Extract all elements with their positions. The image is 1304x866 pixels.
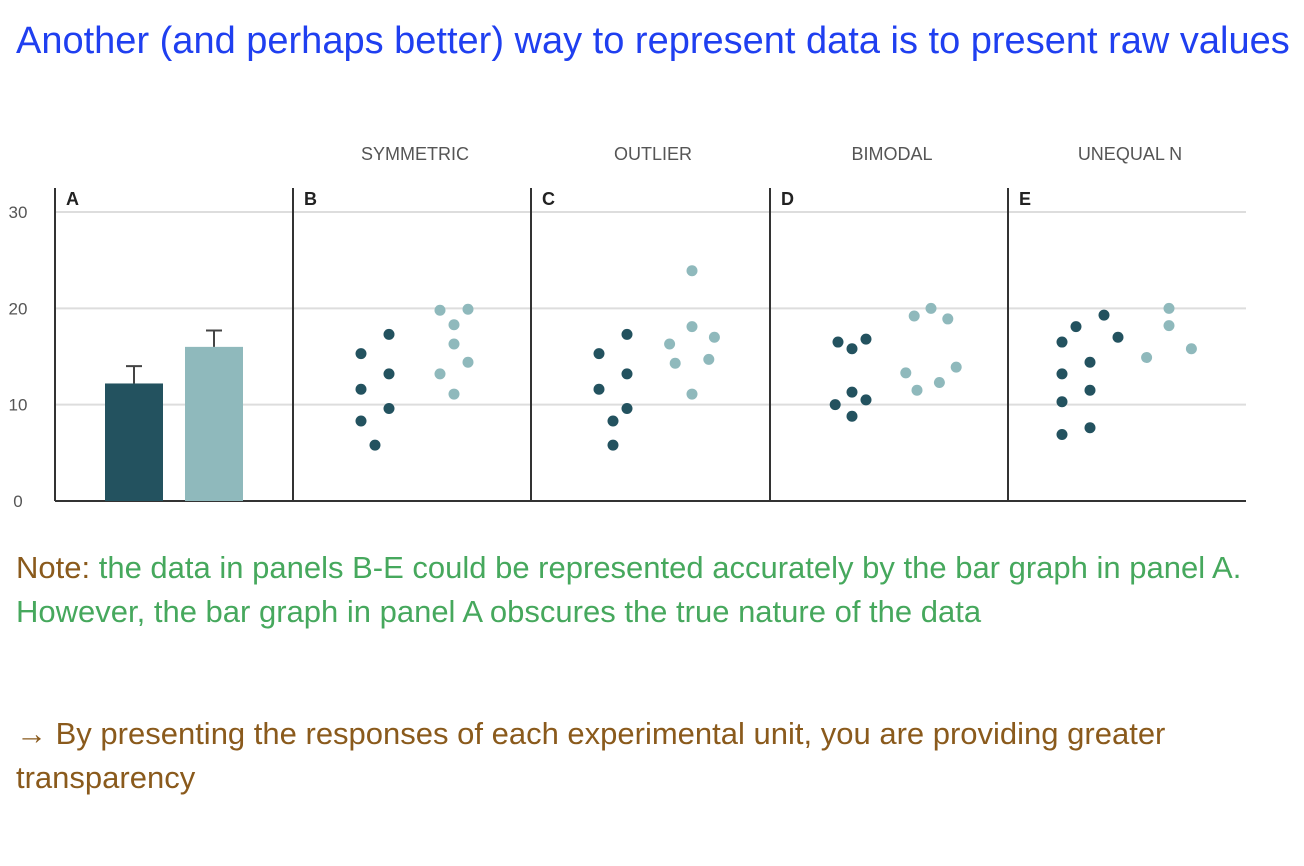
axes <box>54 188 1246 502</box>
data-point <box>942 313 954 325</box>
panel-header: OUTLIER <box>614 144 692 164</box>
data-point <box>669 357 681 369</box>
raw-values-chart: 0 10 20 30 A B SYMMETRIC C OUTLIER D BIMODAL E UNEQU… <box>9 144 1246 511</box>
slide-title: Another (and perhaps better) way to repr… <box>16 20 1290 62</box>
data-point <box>383 368 395 380</box>
data-point <box>462 356 474 368</box>
panel-header: UNEQUAL N <box>1078 144 1182 164</box>
data-point <box>1070 321 1082 333</box>
data-point <box>950 361 962 373</box>
y-tick-label: 10 <box>9 396 28 415</box>
data-point <box>383 328 395 340</box>
data-point <box>607 439 619 451</box>
note-paragraph: Note: the data in panels B-E could be re… <box>16 546 1286 634</box>
data-point <box>448 319 460 331</box>
data-point <box>1141 351 1153 363</box>
data-point <box>1163 302 1175 314</box>
y-tick-label: 30 <box>9 203 28 222</box>
data-point <box>846 343 858 355</box>
data-point <box>462 303 474 315</box>
data-point <box>355 415 367 427</box>
data-point <box>1163 320 1175 332</box>
panel-letter: A <box>66 189 79 209</box>
data-point <box>708 331 720 343</box>
data-point <box>448 388 460 400</box>
gridlines <box>55 211 1246 406</box>
data-point <box>925 302 937 314</box>
data-point <box>593 348 605 360</box>
data-point <box>832 336 844 348</box>
data-point <box>846 410 858 422</box>
data-point <box>1056 429 1068 441</box>
data-marks <box>105 265 1197 501</box>
data-point <box>703 353 715 365</box>
bar <box>105 383 163 501</box>
data-point <box>1084 422 1096 434</box>
note-label: Note: <box>16 550 91 585</box>
data-point <box>1112 331 1124 343</box>
panel-letter: E <box>1019 189 1031 209</box>
data-point <box>593 383 605 395</box>
data-point <box>846 386 858 398</box>
data-point <box>355 383 367 395</box>
data-point <box>933 377 945 389</box>
data-point <box>434 368 446 380</box>
data-point <box>1098 309 1110 321</box>
panel-header: SYMMETRIC <box>361 144 469 164</box>
chart-labels: 0 10 20 30 A B SYMMETRIC C OUTLIER D BIMODAL E UNEQU… <box>9 144 1183 511</box>
data-point <box>686 265 698 277</box>
y-tick-label: 0 <box>13 492 22 511</box>
data-point <box>621 403 633 415</box>
data-point <box>860 333 872 345</box>
data-point <box>448 338 460 350</box>
data-point <box>900 367 912 379</box>
panel-letter: D <box>781 189 794 209</box>
data-point <box>911 384 923 396</box>
data-point <box>860 394 872 406</box>
y-tick-label: 20 <box>9 299 28 318</box>
data-point <box>908 310 920 322</box>
data-point <box>829 399 841 411</box>
panel-letter: C <box>542 189 555 209</box>
bar <box>185 346 243 501</box>
data-point <box>1056 336 1068 348</box>
data-point <box>1056 396 1068 408</box>
data-point <box>434 304 446 316</box>
panel-header: BIMODAL <box>851 144 932 164</box>
data-point <box>1185 343 1197 355</box>
conclusion-paragraph: → By presenting the responses of each ex… <box>16 716 1166 795</box>
data-point <box>369 439 381 451</box>
data-point <box>1084 384 1096 396</box>
data-point <box>621 328 633 340</box>
data-point <box>1084 356 1096 368</box>
data-point <box>664 338 676 350</box>
data-point <box>607 415 619 427</box>
data-point <box>621 368 633 380</box>
data-point <box>686 388 698 400</box>
note-text: the data in panels B-E could be represen… <box>16 550 1242 629</box>
data-point <box>383 403 395 415</box>
data-point <box>1056 368 1068 380</box>
panel-letter: B <box>304 189 317 209</box>
data-point <box>686 321 698 333</box>
data-point <box>355 348 367 360</box>
